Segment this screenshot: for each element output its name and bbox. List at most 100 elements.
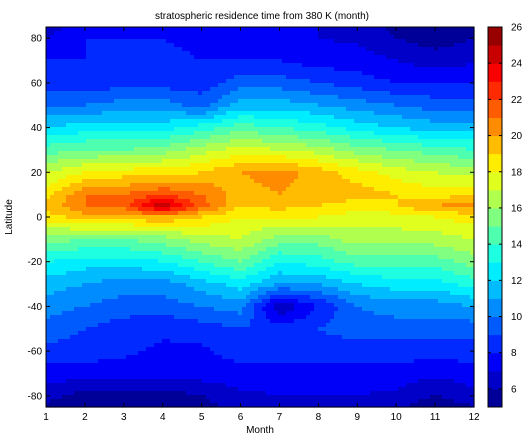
contour-cell (226, 111, 231, 116)
contour-cell (66, 123, 71, 128)
contour-cell (214, 159, 219, 164)
contour-cell (174, 191, 179, 196)
contour-cell (226, 191, 231, 196)
contour-cell (298, 179, 303, 184)
contour-cell (326, 91, 331, 96)
contour-cell (382, 187, 387, 192)
contour-cell (90, 207, 95, 212)
contour-cell (362, 27, 367, 32)
contour-cell (114, 123, 119, 128)
contour-cell (378, 71, 383, 76)
contour-cell (242, 87, 247, 92)
contour-cell (238, 107, 243, 112)
contour-cell (226, 43, 231, 48)
contour-cell (58, 27, 63, 32)
contour-cell (282, 159, 287, 164)
contour-cell (298, 123, 303, 128)
contour-cell (418, 155, 423, 160)
contour-cell (50, 63, 55, 68)
contour-cell (146, 87, 151, 92)
contour-plot-area (46, 27, 475, 408)
contour-cell (86, 203, 91, 208)
contour-cell (222, 39, 227, 44)
contour-cell (302, 47, 307, 52)
contour-cell (250, 151, 255, 156)
contour-cell (130, 31, 135, 36)
contour-cell (58, 43, 63, 48)
contour-cell (242, 95, 247, 100)
contour-cell (410, 171, 415, 176)
contour-cell (162, 167, 167, 172)
contour-cell (366, 51, 371, 56)
contour-cell (146, 199, 151, 204)
contour-cell (434, 147, 439, 152)
contour-cell (46, 195, 51, 200)
contour-cell (346, 47, 351, 52)
contour-cell (414, 71, 419, 76)
contour-cell (350, 55, 355, 60)
contour-cell (46, 39, 51, 44)
contour-cell (174, 159, 179, 164)
contour-cell (306, 151, 311, 156)
contour-cell (346, 83, 351, 88)
contour-cell (102, 47, 107, 52)
contour-cell (186, 183, 191, 188)
contour-cell (170, 79, 175, 84)
contour-cell (310, 59, 315, 64)
contour-cell (370, 107, 375, 112)
contour-cell (66, 63, 71, 68)
contour-cell (50, 159, 55, 164)
contour-cell (302, 107, 307, 112)
contour-cell (410, 35, 415, 40)
contour-cell (262, 135, 267, 140)
contour-cell (334, 75, 339, 80)
contour-cell (322, 83, 327, 88)
contour-cell (166, 103, 171, 108)
contour-cell (386, 107, 391, 112)
contour-cell (246, 103, 251, 108)
contour-cell (118, 195, 123, 200)
contour-cell (130, 211, 135, 216)
contour-cell (154, 47, 159, 52)
contour-cell (306, 95, 311, 100)
contour-cell (190, 167, 195, 172)
contour-cell (334, 175, 339, 180)
contour-cell (358, 167, 363, 172)
contour-cell (50, 211, 55, 216)
contour-cell (418, 95, 423, 100)
contour-cell (158, 211, 163, 216)
contour-cell (386, 91, 391, 96)
contour-cell (318, 171, 323, 176)
contour-cell (142, 39, 147, 44)
contour-cell (226, 163, 231, 168)
contour-cell (266, 203, 271, 208)
contour-cell (338, 183, 343, 188)
contour-cell (366, 135, 371, 140)
contour-cell (282, 99, 287, 104)
contour-cell (270, 147, 275, 152)
contour-cell (122, 151, 127, 156)
contour-cell (438, 103, 443, 108)
contour-cell (46, 179, 51, 184)
contour-cell (74, 163, 79, 168)
contour-cell (46, 115, 51, 120)
contour-cell (314, 75, 319, 80)
contour-cell (454, 119, 459, 124)
contour-cell (110, 59, 115, 64)
contour-cell (318, 83, 323, 88)
contour-cell (78, 63, 83, 68)
contour-cell (398, 67, 403, 72)
contour-cell (430, 87, 435, 92)
contour-cell (330, 87, 335, 92)
contour-cell (334, 99, 339, 104)
contour-cell (398, 135, 403, 140)
contour-cell (94, 159, 99, 164)
contour-cell (426, 43, 431, 48)
contour-cell (242, 39, 247, 44)
contour-cell (338, 171, 343, 176)
contour-cell (426, 115, 431, 120)
contour-cell (358, 119, 363, 124)
contour-cell (162, 211, 167, 216)
contour-cell (114, 119, 119, 124)
contour-cell (198, 155, 203, 160)
